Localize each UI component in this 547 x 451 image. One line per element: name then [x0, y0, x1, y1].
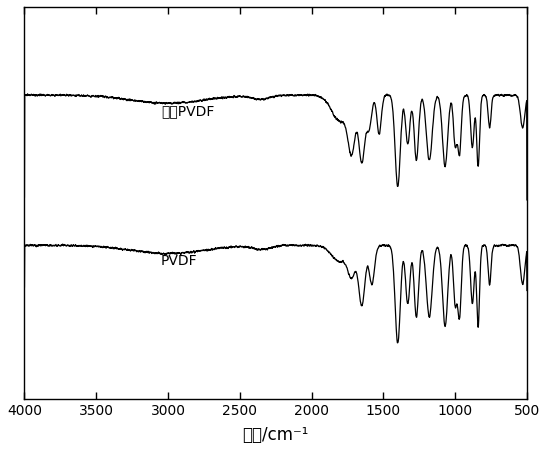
Text: PVDF: PVDF — [161, 254, 197, 268]
Text: 改性PVDF: 改性PVDF — [161, 104, 214, 118]
X-axis label: 波长/cm⁻¹: 波长/cm⁻¹ — [242, 426, 309, 444]
